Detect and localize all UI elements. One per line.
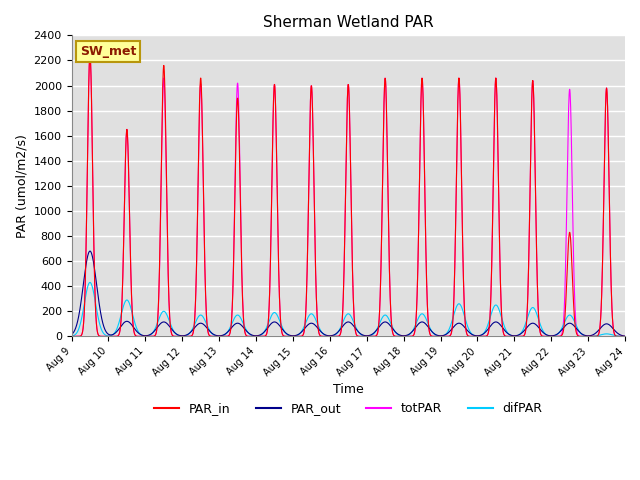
- difPAR: [376, 318, 384, 324]
- PAR_out: [68, 332, 76, 337]
- Line: PAR_in: PAR_in: [72, 54, 625, 336]
- totPAR: [68, 334, 76, 339]
- PAR_out: [509, 333, 517, 338]
- Line: totPAR: totPAR: [72, 54, 625, 336]
- totPAR: [572, 324, 580, 330]
- totPAR: [509, 334, 517, 339]
- Line: PAR_out: PAR_out: [72, 251, 625, 336]
- PAR_out: [365, 333, 372, 338]
- totPAR: [365, 334, 372, 339]
- PAR_in: [222, 334, 230, 339]
- PAR_out: [572, 325, 580, 331]
- difPAR: [86, 279, 94, 285]
- difPAR: [365, 333, 372, 339]
- totPAR: [588, 334, 595, 339]
- PAR_out: [222, 331, 230, 336]
- totPAR: [86, 51, 94, 57]
- PAR_in: [376, 285, 384, 291]
- PAR_in: [365, 334, 372, 339]
- Title: Sherman Wetland PAR: Sherman Wetland PAR: [263, 15, 433, 30]
- PAR_in: [621, 334, 629, 339]
- Text: SW_met: SW_met: [80, 45, 136, 58]
- PAR_out: [86, 248, 94, 254]
- difPAR: [572, 323, 580, 329]
- difPAR: [509, 333, 517, 339]
- PAR_in: [68, 334, 76, 339]
- Legend: PAR_in, PAR_out, totPAR, difPAR: PAR_in, PAR_out, totPAR, difPAR: [149, 397, 548, 420]
- PAR_out: [588, 333, 595, 338]
- PAR_in: [588, 334, 595, 339]
- PAR_in: [572, 330, 580, 336]
- PAR_in: [86, 51, 94, 57]
- totPAR: [376, 285, 384, 291]
- totPAR: [222, 334, 230, 339]
- difPAR: [621, 334, 629, 339]
- PAR_in: [509, 334, 517, 339]
- difPAR: [588, 334, 595, 339]
- Y-axis label: PAR (umol/m2/s): PAR (umol/m2/s): [15, 134, 28, 238]
- PAR_out: [376, 322, 384, 328]
- difPAR: [222, 331, 230, 336]
- difPAR: [68, 333, 76, 339]
- PAR_out: [621, 333, 629, 339]
- X-axis label: Time: Time: [333, 383, 364, 396]
- Line: difPAR: difPAR: [72, 282, 625, 336]
- totPAR: [621, 334, 629, 339]
